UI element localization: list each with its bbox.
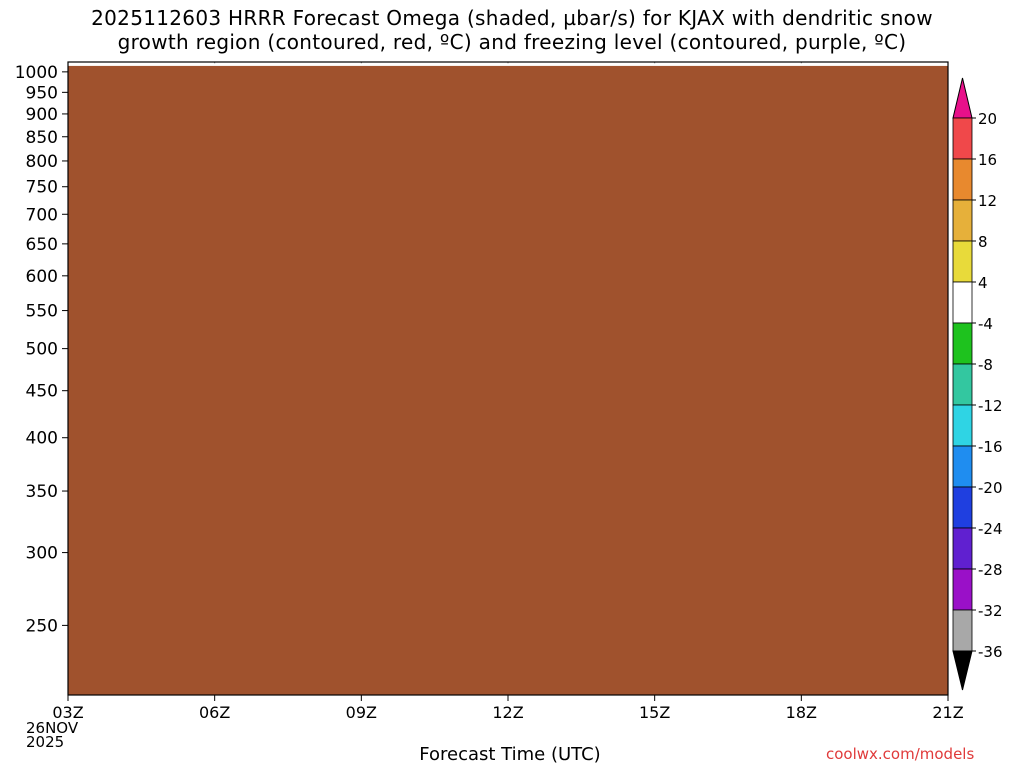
colorbar-label: -36	[978, 643, 1003, 661]
colorbar-bin	[952, 158, 973, 201]
x-tick-label: 15Z	[639, 703, 670, 722]
y-tick-label: 750	[26, 178, 58, 198]
colorbar-bin	[952, 568, 973, 611]
colorbar-label: 8	[978, 233, 988, 251]
x-tick-label: 21Z	[932, 703, 963, 722]
colorbar-label: 16	[978, 151, 997, 169]
date-line-1: 26NOV	[26, 719, 79, 737]
y-tick-label: 800	[26, 152, 58, 172]
x-axis-label: Forecast Time (UTC)	[419, 744, 601, 765]
x-tick-label: 03Z	[52, 703, 83, 722]
colorbar-under-arrow	[952, 650, 973, 691]
colorbar-bin	[952, 240, 973, 283]
y-tick-label: 600	[26, 267, 58, 287]
y-tick-label: 1000	[15, 63, 58, 83]
x-tick-label: 09Z	[346, 703, 377, 722]
colorbar-label: 4	[978, 274, 988, 292]
colorbar-bin	[952, 363, 973, 406]
colorbar-label: -16	[978, 438, 1003, 456]
colorbar-over-arrow	[952, 77, 973, 119]
colorbar-label: -28	[978, 561, 1003, 579]
colorbar-label: 12	[978, 192, 997, 210]
colorbar-bin	[952, 486, 973, 529]
y-tick-label: 400	[26, 429, 58, 449]
x-tick-label: 18Z	[786, 703, 817, 722]
colorbar-bin	[952, 609, 973, 652]
y-tick-label: 300	[26, 544, 58, 564]
x-tick-label: 12Z	[492, 703, 523, 722]
colorbar: 20 16 12 8 4 -4 -8 -12 -16 -20 -24 -28 -32 -36	[952, 77, 1003, 691]
credit-text: coolwx.com/models	[826, 745, 975, 763]
y-tick-label: 650	[26, 235, 58, 255]
y-tick-label: 500	[26, 340, 58, 360]
colorbar-bin	[952, 281, 973, 324]
colorbar-bin	[952, 404, 973, 447]
y-tick-label: 950	[26, 83, 58, 103]
colorbar-label: 20	[978, 110, 997, 128]
date-block: 26NOV 2025	[26, 719, 79, 751]
chart-title: 2025112603 HRRR Forecast Omega (shaded, …	[0, 6, 1024, 54]
colorbar-label: -12	[978, 397, 1003, 415]
colorbar-bin	[952, 445, 973, 488]
y-tick-label: 850	[26, 128, 58, 148]
y-tick-label: 250	[26, 616, 58, 636]
plot-area: -18-12-120	[68, 62, 948, 695]
y-tick-label: 700	[26, 205, 58, 225]
colorbar-label: -8	[978, 356, 993, 374]
colorbar-label: -4	[978, 315, 993, 333]
colorbar-bin	[952, 117, 973, 160]
colorbar-bin	[952, 199, 973, 242]
colorbar-label: -32	[978, 602, 1003, 620]
title-line-1: 2025112603 HRRR Forecast Omega (shaded, …	[91, 6, 933, 30]
date-line-2: 2025	[26, 733, 65, 751]
colorbar-label: -20	[978, 479, 1003, 497]
ground-band	[68, 65, 948, 695]
title-line-2: growth region (contoured, red, ºC) and f…	[117, 30, 907, 54]
y-tick-label: 550	[26, 302, 58, 322]
y-tick-label: 900	[26, 105, 58, 125]
colorbar-bin	[952, 322, 973, 365]
y-tick-label: 350	[26, 482, 58, 502]
colorbar-bin	[952, 527, 973, 570]
y-tick-label: 450	[26, 382, 58, 402]
x-tick-label: 06Z	[199, 703, 230, 722]
colorbar-label: -24	[978, 520, 1003, 538]
